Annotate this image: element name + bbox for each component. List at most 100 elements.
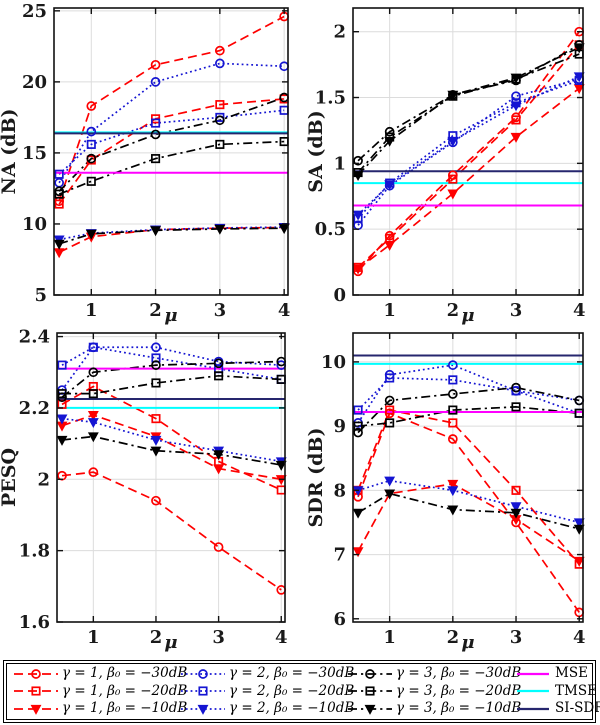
series-line-g3-b30 [357, 386, 580, 434]
legend-swatch-tmse [517, 690, 549, 693]
grid-lines [54, 8, 288, 296]
subplot-sdr-svg: 6 7 8 9 10 1 2 3 4 μ SDR (dB) [305, 332, 586, 653]
legend-swatch-mse [517, 672, 549, 675]
legend-item-tmse: TMSE [516, 684, 597, 698]
x-axis-label: μ [164, 305, 177, 326]
subplot-na: 5 10 15 20 25 1 2 3 4 μ NA (dB) [0, 0, 300, 330]
legend-label-g3-b30: γ = 3, β₀ = −30dB [396, 665, 522, 682]
svg-text:15: 15 [22, 143, 47, 164]
series-line-g2-b20 [357, 79, 580, 220]
legend-label-tmse: TMSE [555, 682, 597, 699]
legend-item-g3-b10: γ = 3, β₀ = −10dB [347, 702, 521, 716]
series-line-g3-b10 [357, 492, 580, 530]
svg-text:2: 2 [447, 627, 460, 648]
legend-item-g2-b20: γ = 2, β₀ = −20dB [180, 684, 354, 698]
series-line-g3-b30 [61, 360, 282, 398]
svg-text:2.2: 2.2 [19, 398, 50, 419]
svg-text:6: 6 [333, 609, 346, 630]
legend-swatch-g3-b20 [348, 686, 392, 697]
series-markers [352, 360, 585, 618]
series-line-g3-b20 [62, 374, 282, 395]
legend-item-g1-b10: γ = 1, β₀ = −10dB [13, 702, 187, 716]
legend-label-g1-b10: γ = 1, β₀ = −10dB [62, 700, 188, 717]
svg-text:3: 3 [212, 627, 225, 648]
svg-text:1.5: 1.5 [315, 88, 346, 109]
legend-swatch-g1-b20 [14, 686, 58, 697]
series-line-g3-b10 [357, 46, 580, 176]
svg-text:0: 0 [333, 285, 346, 306]
svg-text:4: 4 [573, 300, 586, 321]
svg-text:2.4: 2.4 [19, 327, 50, 348]
legend-item-g1-b20: γ = 1, β₀ = −20dB [13, 684, 187, 698]
legend-inner: γ = 1, β₀ = −30dB γ = 1, β₀ = −20dB γ = … [6, 663, 600, 720]
subplot-sa: 0 0.5 1 1.5 2 1 2 3 4 μ SA (dB) [300, 0, 600, 330]
legend-swatch-g2-b20 [181, 686, 225, 697]
svg-text:2: 2 [149, 300, 162, 321]
svg-text:1: 1 [383, 300, 396, 321]
svg-text:2: 2 [150, 627, 163, 648]
legend-swatch-g3-b10 [348, 705, 392, 715]
legend-swatch-g2-b30 [181, 668, 225, 679]
svg-text:0.5: 0.5 [315, 219, 346, 240]
series-line-g2-b10 [357, 479, 580, 524]
y-axis-label: NA (dB) [0, 108, 20, 194]
legend-item-g2-b30: γ = 2, β₀ = −30dB [180, 667, 354, 681]
legend-item-g2-b10: γ = 2, β₀ = −10dB [180, 702, 354, 716]
tick-labels: 5 10 15 20 25 1 2 3 4 [22, 1, 290, 321]
svg-text:8: 8 [333, 480, 346, 501]
y-axis-label: PESQ [0, 448, 20, 507]
svg-text:1.8: 1.8 [19, 541, 50, 562]
svg-text:3: 3 [214, 300, 227, 321]
legend-label-g2-b10: γ = 2, β₀ = −10dB [229, 700, 355, 717]
series-lines [357, 364, 580, 613]
series-line-g2-b20 [61, 346, 282, 381]
series-line-g1-b30 [58, 15, 285, 202]
subplot-na-svg: 5 10 15 20 25 1 2 3 4 μ NA (dB) [0, 1, 290, 326]
y-axis-label: SA (dB) [305, 110, 327, 192]
svg-text:3: 3 [510, 300, 523, 321]
svg-text:1: 1 [383, 627, 396, 648]
subplot-pesq: 1.6 1.8 2 2.2 2.4 1 2 3 4 μ PESQ [0, 325, 300, 660]
svg-text:4: 4 [278, 300, 291, 321]
subplot-sdr: 6 7 8 9 10 1 2 3 4 μ SDR (dB) [300, 325, 600, 660]
tick-labels: 6 7 8 9 10 1 2 3 4 [321, 352, 586, 648]
svg-text:9: 9 [333, 416, 346, 437]
svg-text:5: 5 [34, 285, 47, 306]
legend-label-g2-b20: γ = 2, β₀ = −20dB [229, 682, 355, 699]
x-axis-label: μ [461, 632, 474, 653]
series-line-g3-b20 [357, 406, 580, 427]
svg-text:10: 10 [22, 214, 47, 235]
legend-label-g1-b30: γ = 1, β₀ = −30dB [62, 665, 188, 682]
subplot-sa-svg: 0 0.5 1 1.5 2 1 2 3 4 μ SA (dB) [305, 7, 586, 326]
legend-item-g3-b20: γ = 3, β₀ = −20dB [347, 684, 521, 698]
legend-item-mse: MSE [516, 667, 592, 681]
series-line-g1-b20 [61, 385, 282, 491]
svg-text:25: 25 [22, 1, 47, 22]
series-line-g3-b10 [61, 435, 282, 466]
grid-lines [353, 8, 583, 296]
legend-label-si-sdr: SI-SDR [555, 700, 600, 717]
svg-text:7: 7 [333, 545, 346, 566]
svg-text:20: 20 [22, 72, 47, 93]
legend-swatch-g1-b30 [14, 668, 58, 679]
svg-text:1: 1 [333, 153, 346, 174]
legend: γ = 1, β₀ = −30dB γ = 1, β₀ = −20dB γ = … [3, 660, 600, 723]
svg-text:2: 2 [333, 22, 346, 43]
series-markers [53, 11, 290, 259]
svg-text:10: 10 [321, 352, 346, 373]
legend-swatch-g3-b30 [348, 668, 392, 679]
legend-label-mse: MSE [555, 665, 588, 682]
series-markers [56, 342, 287, 595]
axes-frame [53, 7, 289, 296]
svg-text:4: 4 [275, 627, 288, 648]
series-line-g1-b30 [61, 471, 282, 591]
svg-text:1: 1 [87, 627, 100, 648]
svg-text:3: 3 [510, 627, 523, 648]
svg-text:4: 4 [573, 627, 586, 648]
legend-item-g1-b30: γ = 1, β₀ = −30dB [13, 667, 187, 681]
svg-text:1: 1 [85, 300, 98, 321]
tick-labels: 0 0.5 1 1.5 2 1 2 3 4 [315, 22, 586, 321]
svg-text:1.6: 1.6 [19, 612, 50, 633]
series-line-g2-b30 [357, 78, 580, 226]
